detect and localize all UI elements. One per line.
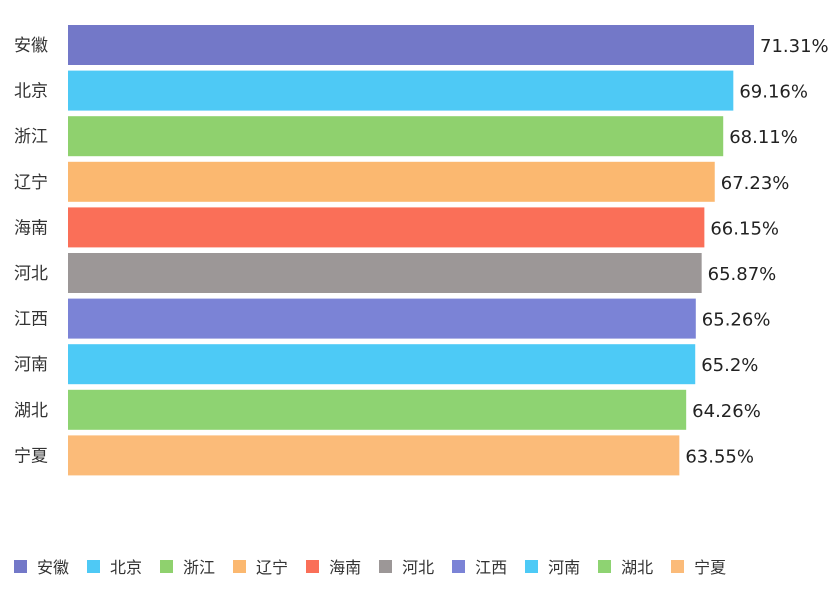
- category-label: 江西: [14, 310, 48, 330]
- legend-swatch: [306, 559, 320, 573]
- value-label: 68.11%: [729, 127, 798, 148]
- bar: [68, 253, 702, 293]
- bar: [68, 161, 715, 202]
- legend-swatch: [160, 559, 174, 573]
- legend-label: 北京: [110, 558, 143, 577]
- bar: [68, 70, 734, 111]
- legend-item: 河北: [379, 554, 434, 578]
- legend-label: 河南: [548, 558, 581, 577]
- category-label: 安徽: [14, 36, 48, 56]
- bar: [68, 389, 687, 430]
- bar: [68, 344, 696, 385]
- legend-label: 湖北: [621, 558, 654, 577]
- legend-swatch: [525, 559, 539, 573]
- chart-legend: 安徽 北京 浙江 辽宁 海南 河北 江西 河南 湖北 宁夏: [14, 550, 824, 582]
- bar: [68, 25, 754, 65]
- legend-swatch: [379, 559, 393, 573]
- legend-label: 海南: [329, 558, 362, 577]
- legend-item: 湖北: [598, 554, 653, 578]
- bar: [68, 116, 724, 157]
- legend-item: 安徽: [14, 554, 69, 578]
- legend-swatch: [14, 559, 27, 573]
- legend-swatch: [233, 559, 247, 573]
- legend-label: 江西: [475, 558, 508, 577]
- value-label: 64.26%: [692, 401, 761, 422]
- value-label: 71.31%: [760, 36, 829, 57]
- legend-label: 河北: [402, 558, 435, 577]
- category-label: 海南: [14, 218, 48, 238]
- category-label: 湖北: [14, 401, 48, 421]
- value-label: 66.15%: [710, 218, 779, 239]
- legend-item: 海南: [306, 554, 361, 578]
- legend-item: 江西: [452, 554, 507, 578]
- legend-item: 宁夏: [671, 554, 726, 578]
- bar: [68, 298, 696, 339]
- value-label: 63.55%: [685, 446, 754, 467]
- legend-label: 辽宁: [256, 558, 289, 577]
- legend-item: 北京: [87, 554, 142, 578]
- legend-label: 浙江: [183, 558, 216, 577]
- category-label: 河北: [14, 264, 48, 284]
- legend-label: 宁夏: [694, 558, 727, 577]
- bar: [68, 207, 705, 248]
- legend-swatch: [671, 559, 685, 573]
- legend-label: 安徽: [37, 558, 70, 577]
- category-label: 浙江: [14, 127, 48, 147]
- value-label: 65.26%: [702, 310, 771, 331]
- legend-item: 浙江: [160, 554, 215, 578]
- legend-item: 河南: [525, 554, 580, 578]
- value-label: 69.16%: [739, 82, 808, 103]
- legend-swatch: [598, 559, 612, 573]
- category-label: 河南: [14, 355, 48, 375]
- category-label: 宁夏: [14, 446, 48, 466]
- legend-item: 辽宁: [233, 554, 288, 578]
- value-label: 65.87%: [708, 264, 777, 285]
- legend-swatch: [87, 559, 101, 573]
- category-label: 辽宁: [14, 173, 48, 193]
- category-label: 北京: [14, 82, 48, 102]
- bar: [68, 435, 680, 476]
- value-label: 67.23%: [721, 173, 790, 194]
- value-label: 65.2%: [701, 355, 758, 376]
- legend-swatch: [452, 559, 466, 573]
